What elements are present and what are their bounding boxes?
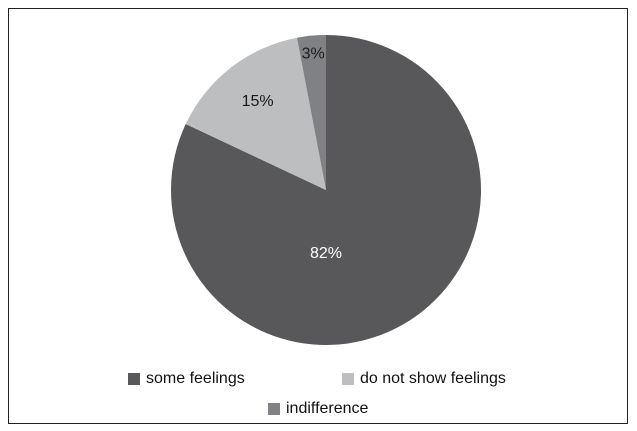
legend-item-some-feelings: some feelings bbox=[128, 369, 245, 389]
legend-swatch-some-feelings bbox=[128, 373, 140, 385]
legend-item-indifference: indifference bbox=[268, 399, 368, 419]
legend-swatch-indifference bbox=[268, 403, 280, 415]
pie-slices bbox=[170, 35, 481, 345]
legend-item-do-not-show-feelings: do not show feelings bbox=[342, 369, 506, 389]
slice-label-some-feelings: 82% bbox=[310, 245, 342, 262]
pie-slice-labels: 82% 15% 3% bbox=[242, 45, 342, 262]
legend-label-do-not-show-feelings: do not show feelings bbox=[360, 370, 506, 387]
slice-label-indifference: 3% bbox=[302, 45, 325, 62]
legend-label-some-feelings: some feelings bbox=[146, 370, 245, 387]
pie-slice-do-not-show-feelings bbox=[185, 37, 326, 190]
pie-slice-indifference bbox=[296, 35, 326, 190]
slice-label-do-not-show-feelings: 15% bbox=[242, 93, 274, 110]
legend-swatch-do-not-show-feelings bbox=[342, 373, 354, 385]
legend-label-indifference: indifference bbox=[286, 400, 369, 417]
